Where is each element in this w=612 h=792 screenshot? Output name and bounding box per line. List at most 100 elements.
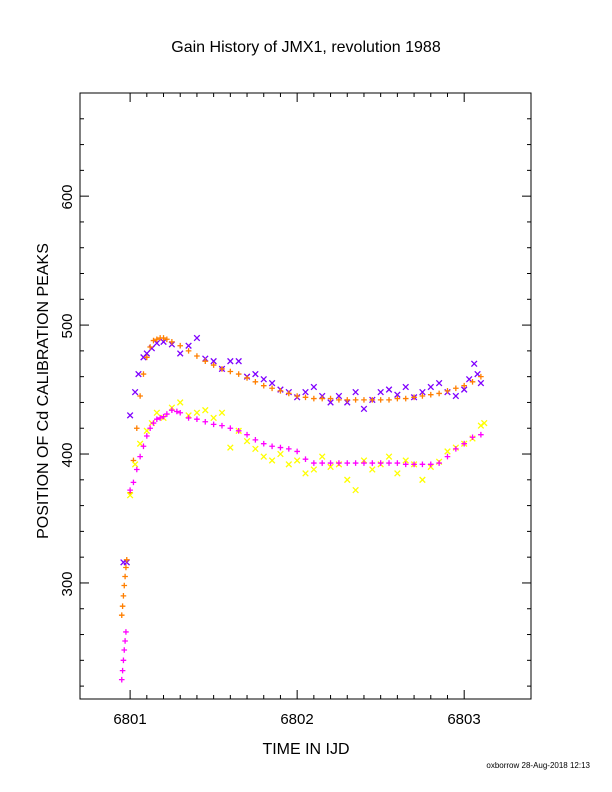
- data-point: [227, 444, 234, 451]
- data-point: [335, 392, 343, 400]
- data-point: [123, 629, 129, 635]
- data-point: [120, 593, 127, 599]
- data-point: [121, 647, 128, 653]
- data-point: [194, 416, 200, 423]
- data-point: [123, 564, 129, 571]
- data-point: [369, 460, 376, 466]
- footer-credit: oxborrow 28-Aug-2018 12:13: [486, 761, 590, 770]
- data-point: [268, 457, 276, 464]
- data-point: [227, 357, 234, 365]
- data-point: [147, 425, 153, 432]
- data-point: [153, 409, 161, 417]
- data-point: [402, 383, 409, 391]
- data-point: [150, 420, 157, 426]
- data-point: [193, 409, 201, 417]
- data-point: [219, 422, 225, 429]
- data-point: [419, 388, 426, 396]
- data-point: [294, 393, 300, 399]
- data-point: [310, 383, 318, 391]
- data-point: [277, 388, 284, 394]
- data-points: [118, 334, 488, 683]
- data-point: [176, 350, 184, 357]
- data-point: [143, 427, 151, 435]
- data-point: [436, 460, 442, 466]
- data-point: [478, 431, 484, 438]
- data-point: [311, 460, 317, 466]
- data-point: [185, 415, 192, 421]
- data-point: [120, 657, 127, 664]
- data-point: [136, 440, 144, 447]
- data-point: [277, 450, 284, 458]
- plot-frame: [79, 92, 532, 700]
- data-point: [344, 397, 351, 403]
- data-point: [302, 470, 309, 477]
- data-point: [235, 428, 242, 434]
- data-point: [135, 370, 142, 378]
- data-point: [119, 603, 126, 609]
- data-point: [327, 463, 334, 471]
- data-point: [177, 342, 184, 349]
- x-tick-label-6802: 6802: [280, 711, 313, 728]
- data-point: [344, 460, 351, 466]
- data-point: [470, 360, 478, 368]
- data-point: [118, 676, 125, 683]
- data-point: [343, 476, 351, 484]
- data-point: [164, 336, 170, 343]
- data-point: [260, 440, 267, 447]
- data-point: [160, 335, 167, 341]
- data-point: [119, 667, 126, 674]
- data-point: [123, 556, 130, 563]
- data-point: [427, 383, 435, 391]
- data-point: [419, 476, 426, 484]
- data-point: [386, 397, 392, 403]
- data-point: [377, 460, 384, 466]
- series-3: [126, 399, 488, 499]
- data-point: [140, 443, 147, 450]
- data-point: [126, 412, 134, 419]
- x-tick-label-6803: 6803: [447, 711, 480, 728]
- data-point: [319, 460, 326, 466]
- data-point: [336, 397, 342, 403]
- data-point: [327, 399, 334, 406]
- data-point: [174, 408, 180, 415]
- data-point: [133, 466, 140, 473]
- data-point: [202, 406, 209, 414]
- data-point: [377, 388, 384, 396]
- data-point: [147, 344, 153, 350]
- data-point: [327, 395, 334, 402]
- data-point: [260, 375, 268, 383]
- data-point: [235, 357, 242, 365]
- data-point: [169, 407, 175, 413]
- data-point: [185, 342, 192, 349]
- data-point: [277, 444, 284, 451]
- data-point: [243, 437, 251, 445]
- data-point: [121, 582, 128, 589]
- data-point: [202, 418, 209, 425]
- data-point: [252, 445, 259, 453]
- data-point: [227, 368, 234, 375]
- data-point: [122, 573, 128, 580]
- data-point: [453, 385, 459, 392]
- data-point: [394, 391, 401, 398]
- data-point: [252, 437, 259, 443]
- data-point: [154, 336, 160, 343]
- data-point: [427, 461, 434, 468]
- data-point: [352, 460, 359, 466]
- data-point: [478, 373, 484, 380]
- data-point: [154, 416, 160, 423]
- data-point: [185, 348, 192, 354]
- data-point: [150, 337, 157, 344]
- data-point: [133, 425, 140, 432]
- data-point: [352, 486, 359, 494]
- data-point: [302, 388, 309, 396]
- data-point: [435, 379, 443, 387]
- series-4: [118, 407, 484, 683]
- data-point: [169, 339, 175, 345]
- data-point: [210, 362, 217, 368]
- data-point: [411, 461, 417, 468]
- data-point: [294, 448, 300, 455]
- data-point: [318, 453, 326, 460]
- data-point: [210, 421, 217, 428]
- y-axis-label: POSITION OF Cd CALIBRATION PEAKS: [35, 243, 52, 539]
- data-point: [302, 394, 309, 401]
